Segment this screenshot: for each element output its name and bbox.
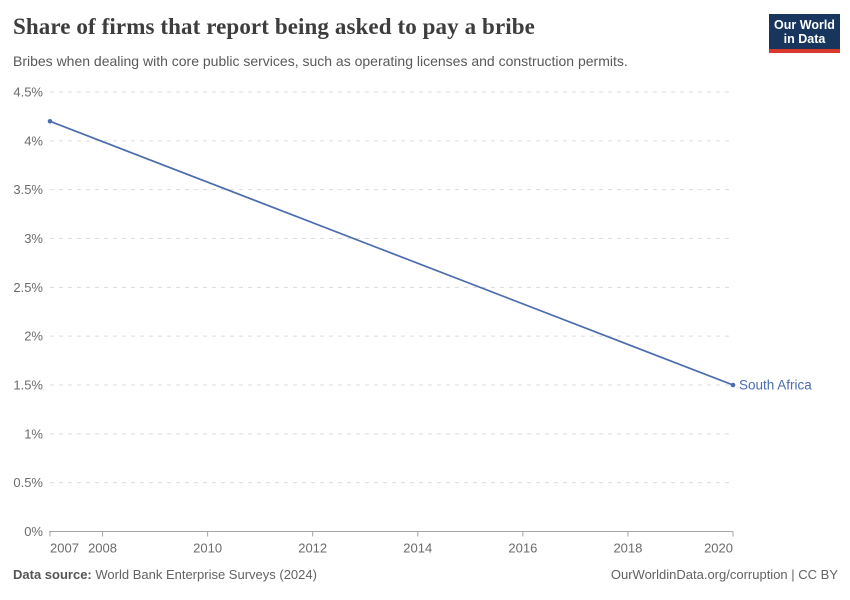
series-line[interactable] bbox=[49, 120, 734, 386]
y-axis-tick-label: 4% bbox=[24, 133, 43, 148]
y-axis-tick-label: 4.5% bbox=[13, 85, 43, 100]
x-axis-tick-label: 2016 bbox=[508, 541, 537, 556]
y-axis-tick-label: 2% bbox=[24, 329, 43, 344]
x-axis-tick-label: 2012 bbox=[298, 541, 327, 556]
data-source: Data source: World Bank Enterprise Surve… bbox=[13, 567, 317, 582]
x-axis-tick-label: 2008 bbox=[88, 541, 117, 556]
owid-logo-line1: Our World bbox=[774, 18, 835, 32]
owid-logo-line2: in Data bbox=[783, 32, 826, 46]
series-label[interactable]: South Africa bbox=[739, 378, 812, 393]
series-end-point[interactable] bbox=[730, 382, 736, 388]
x-axis-tick-label: 2010 bbox=[193, 541, 222, 556]
chart-subtitle: Bribes when dealing with core public ser… bbox=[13, 53, 628, 69]
x-axis-tick-label: 2007 bbox=[50, 541, 79, 556]
y-axis-tick-label: 0.5% bbox=[13, 475, 43, 490]
x-axis-tick-label: 2018 bbox=[613, 541, 642, 556]
y-axis-tick-label: 0% bbox=[24, 524, 43, 539]
page-title: Share of firms that report being asked t… bbox=[13, 14, 535, 39]
y-axis-tick-label: 3.5% bbox=[13, 182, 43, 197]
y-axis-tick-label: 2.5% bbox=[13, 280, 43, 295]
y-axis-tick-label: 1% bbox=[24, 426, 43, 441]
series-start-point[interactable] bbox=[47, 119, 53, 124]
y-axis-tick-label: 3% bbox=[24, 231, 43, 246]
data-source-value: World Bank Enterprise Surveys (2024) bbox=[95, 567, 317, 582]
owid-logo[interactable]: Our World in Data bbox=[769, 14, 840, 53]
credit-link[interactable]: OurWorldinData.org/corruption | CC BY bbox=[610, 567, 838, 582]
chart-footer: Data source: World Bank Enterprise Surve… bbox=[0, 567, 850, 589]
y-axis-tick-label: 1.5% bbox=[13, 378, 43, 393]
data-source-label: Data source: bbox=[13, 567, 92, 582]
x-axis-tick-label: 2014 bbox=[403, 541, 432, 556]
x-axis-tick-label: 2020 bbox=[704, 541, 733, 556]
